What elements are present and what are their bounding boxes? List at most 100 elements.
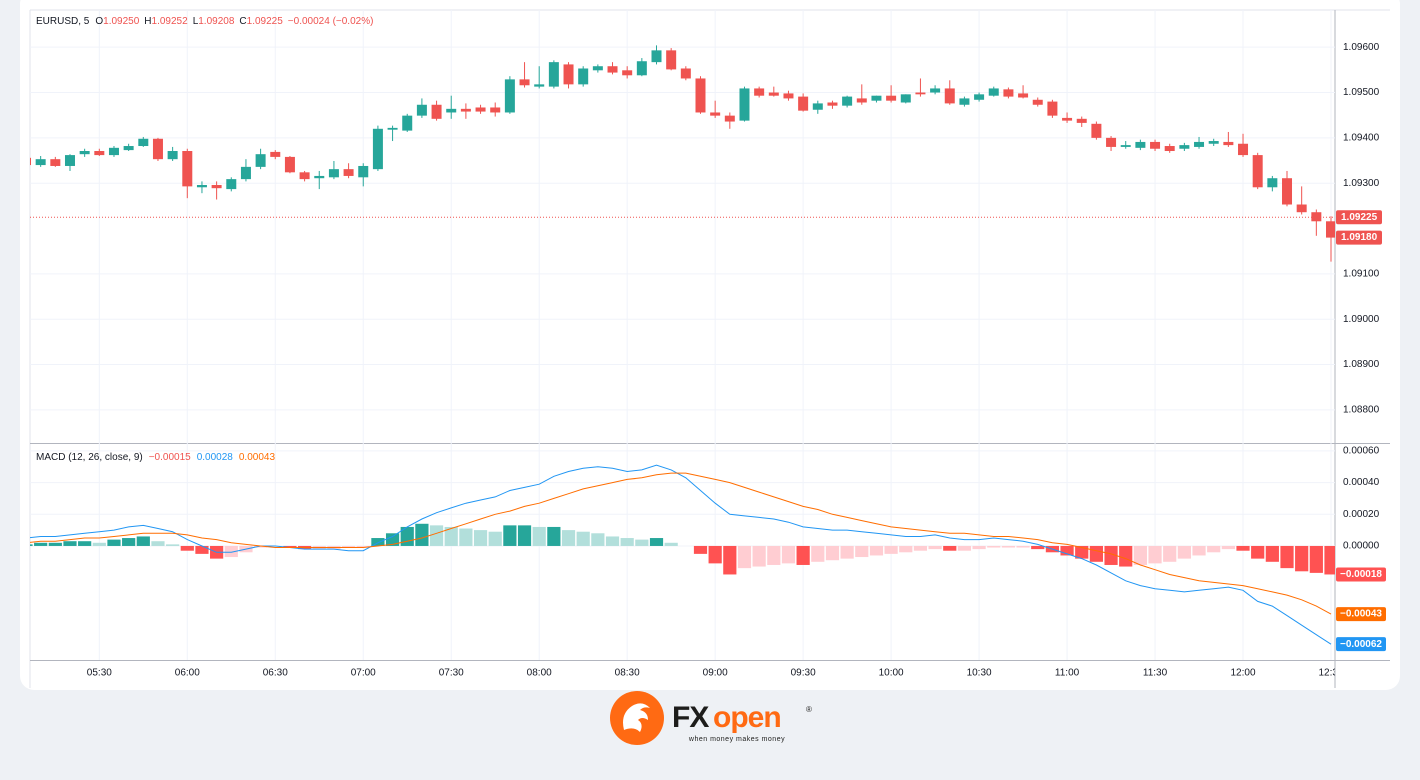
histogram-bar [1163, 545, 1177, 562]
candle-body [666, 50, 677, 70]
candle-body [182, 151, 193, 187]
candle-body [1150, 141, 1161, 149]
candle-body [783, 93, 794, 99]
ohlc-value: 1.09225 [247, 16, 284, 27]
histogram-bar [693, 545, 708, 554]
histogram-bar [1207, 545, 1221, 553]
candle-body [226, 179, 237, 190]
candle-body [1252, 155, 1263, 188]
candle-body [1208, 141, 1219, 144]
histogram-bar [899, 545, 913, 553]
candle-body [460, 108, 471, 112]
candle-body [607, 66, 618, 73]
histogram-bar [503, 525, 517, 546]
histogram-bar [884, 545, 898, 554]
histogram-bar [63, 541, 77, 546]
histogram-bar [1075, 545, 1089, 559]
plot [30, 45, 1335, 645]
candle-body [680, 68, 691, 79]
macd-legend-value: 0.00028 [197, 452, 234, 463]
histogram-bar [444, 526, 458, 546]
y-tick-label: 0.00040 [1343, 477, 1380, 488]
value-badge [1336, 607, 1386, 622]
candle-body [842, 96, 853, 106]
histogram-bar [1031, 545, 1045, 550]
candle-body [944, 88, 955, 104]
price-badge-label: 1.09180 [1341, 232, 1378, 243]
logo-tagline: when money makes money [688, 736, 785, 743]
histogram-bar [1001, 545, 1016, 548]
candle-body [636, 61, 647, 76]
x-tick-label: 10:30 [967, 668, 992, 679]
y-tick-label: 1.09000 [1343, 314, 1380, 325]
candle-body [1076, 118, 1087, 123]
histogram-bar [811, 545, 825, 562]
histogram-bar [283, 545, 297, 548]
histogram-bar [972, 545, 986, 550]
histogram-bar [532, 526, 546, 546]
symbol: EURUSD, 5 [36, 16, 90, 27]
histogram-bar [1280, 545, 1294, 569]
candle-body [108, 147, 119, 156]
x-tick-label: 06:30 [263, 668, 288, 679]
candle-body [504, 79, 515, 113]
grid [30, 10, 1335, 660]
y-tick-label: 1.09300 [1343, 178, 1380, 189]
histogram-bar [195, 545, 209, 554]
histogram-bar [1251, 545, 1265, 559]
histogram-bar [107, 539, 121, 546]
histogram-bar [1177, 545, 1191, 559]
logo-fx: FX [672, 701, 709, 734]
x-tick-label: 12:00 [1231, 668, 1256, 679]
histogram-bar [34, 542, 48, 546]
y-tick-label: 0.00000 [1343, 541, 1380, 552]
ohlc-value: 1.09252 [152, 16, 189, 27]
candle-body [299, 172, 310, 180]
macd-line [30, 464, 1332, 645]
candle-body [1282, 178, 1293, 205]
y-tick-label: 1.09400 [1343, 133, 1380, 144]
candle-body [563, 64, 574, 85]
histogram-bar [1221, 545, 1235, 550]
histogram-bar [957, 545, 972, 551]
macd-line [30, 472, 1332, 615]
candle-body [240, 166, 251, 180]
macd-legend-value: −0.00015 [149, 452, 191, 463]
candle-body [1003, 89, 1014, 97]
histogram-bar [400, 526, 414, 546]
candle-body [196, 185, 207, 188]
histogram-bar [1309, 545, 1323, 573]
histogram-bar [356, 545, 370, 548]
histogram-bar [517, 525, 532, 546]
histogram-bar [1236, 545, 1250, 551]
time-axis: 05:30 06:00 06:30 07:00 07:30 08:00 08:30 09:00… [87, 668, 1335, 679]
value-badge-label: −0.00062 [1340, 639, 1382, 650]
candle-body [152, 138, 163, 160]
candle-body [328, 169, 339, 178]
histogram-bar [473, 530, 488, 546]
histogram-bar [869, 545, 884, 556]
logo-registered: ® [806, 705, 812, 714]
histogram-bar [136, 536, 150, 546]
histogram-bar [415, 523, 429, 546]
candle-body [1135, 141, 1146, 148]
candle-body [519, 79, 530, 86]
histogram-bar [547, 526, 561, 546]
histogram-bar [224, 545, 238, 558]
candle-body [1194, 141, 1205, 147]
candle-body [372, 128, 383, 170]
histogram-bar [1324, 545, 1335, 575]
legend: EURUSD, 5 O1.09250 H1.09252 L1.09208 C1.0922… [36, 16, 373, 463]
x-tick-label: 05:30 [87, 668, 112, 679]
histogram-bar [987, 545, 1001, 548]
candle-body [1223, 141, 1234, 146]
y-tick-label: 0.00020 [1343, 509, 1380, 520]
candle-body [1032, 99, 1043, 105]
histogram-bar [78, 541, 92, 546]
histogram-bar [371, 538, 385, 546]
candle-body [1120, 145, 1131, 147]
y-tick-label: 1.09500 [1343, 87, 1380, 98]
histogram-bar [649, 538, 664, 546]
histogram-bar [605, 536, 620, 546]
